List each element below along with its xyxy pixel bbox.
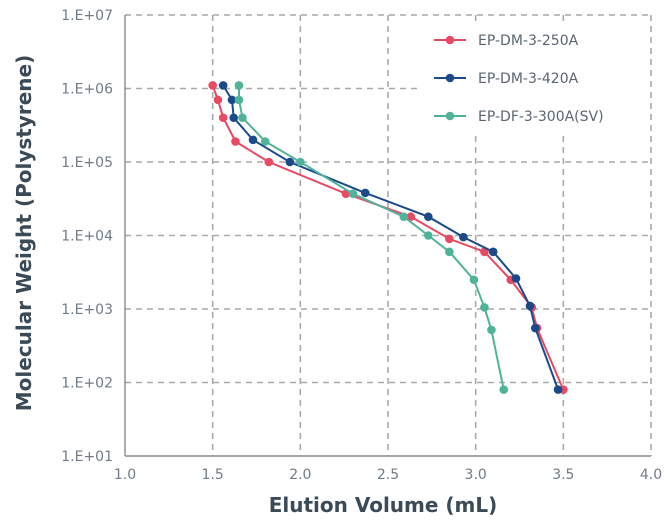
data-point [218, 113, 228, 123]
data-point [445, 234, 454, 244]
data-point [487, 325, 496, 335]
data-point [238, 113, 247, 123]
legend-swatch-marker [445, 73, 455, 83]
data-point [264, 157, 274, 167]
data-point [480, 247, 489, 257]
x-tick-label: 2.0 [289, 467, 311, 483]
x-tick-label: 3.5 [552, 467, 574, 483]
data-point [285, 157, 295, 167]
y-tick-label: 1.E+07 [61, 8, 113, 24]
data-point [248, 135, 258, 145]
data-point [234, 81, 244, 90]
x-tick-label: 2.5 [377, 467, 399, 483]
data-point [525, 301, 535, 311]
series-group [208, 81, 568, 394]
y-tick-label: 1.E+03 [61, 302, 113, 318]
data-point [488, 247, 498, 257]
legend-swatch-marker [445, 35, 455, 45]
y-tick-label: 1.E+01 [61, 449, 113, 465]
x-axis-title: Elution Volume (mL) [269, 493, 498, 517]
x-tick-labels: 1.0 1.5 2.0 2.5 3.0 3.5 4.0 [114, 467, 662, 483]
data-point [348, 189, 358, 199]
x-tick-label: 1.5 [202, 467, 224, 483]
data-point [234, 95, 244, 105]
data-point [530, 323, 540, 333]
data-point [208, 81, 217, 90]
data-point [459, 232, 468, 242]
data-point [480, 303, 489, 312]
x-tick-label: 4.0 [640, 467, 662, 483]
y-tick-labels: 1.E+01 1.E+02 1.E+03 1.E+04 1.E+05 1.E+06 1.E+… [61, 8, 113, 465]
legend-label: EP-DF-3-300A(SV) [478, 109, 604, 125]
data-point [511, 274, 521, 283]
data-point [231, 137, 240, 146]
data-point [213, 95, 223, 105]
data-point [424, 212, 433, 222]
data-point [399, 212, 409, 222]
axes [124, 15, 651, 457]
legend-label: EP-DM-3-420A [478, 71, 579, 87]
y-tick-label: 1.E+04 [61, 229, 113, 245]
data-point [360, 188, 370, 198]
y-tick-label: 1.E+06 [61, 82, 113, 98]
x-tick-label: 3.0 [465, 467, 487, 483]
series-2 [218, 81, 563, 394]
legend-swatch-marker [445, 111, 455, 121]
data-point [406, 212, 416, 222]
data-point [469, 275, 479, 285]
legend-background [420, 26, 648, 136]
data-point [445, 247, 454, 257]
data-point [499, 385, 509, 394]
legend-label: EP-DM-3-250A [478, 33, 579, 49]
data-point [424, 231, 433, 240]
data-point [260, 137, 270, 146]
x-tick-label: 1.0 [114, 467, 136, 483]
y-tick-label: 1.E+05 [61, 155, 113, 171]
data-point [218, 81, 228, 90]
y-tick-label: 1.E+02 [61, 376, 113, 392]
grid [125, 14, 652, 456]
series-3 [234, 81, 509, 394]
data-point [296, 157, 305, 167]
data-point [553, 385, 563, 394]
data-point [227, 95, 237, 105]
legend: EP-DM-3-250A EP-DM-3-420A EP-DF-3-300A(SV) [420, 26, 648, 136]
y-axis-title: Molecular Weight (Polystyrene) [12, 55, 36, 411]
data-point [229, 113, 239, 123]
